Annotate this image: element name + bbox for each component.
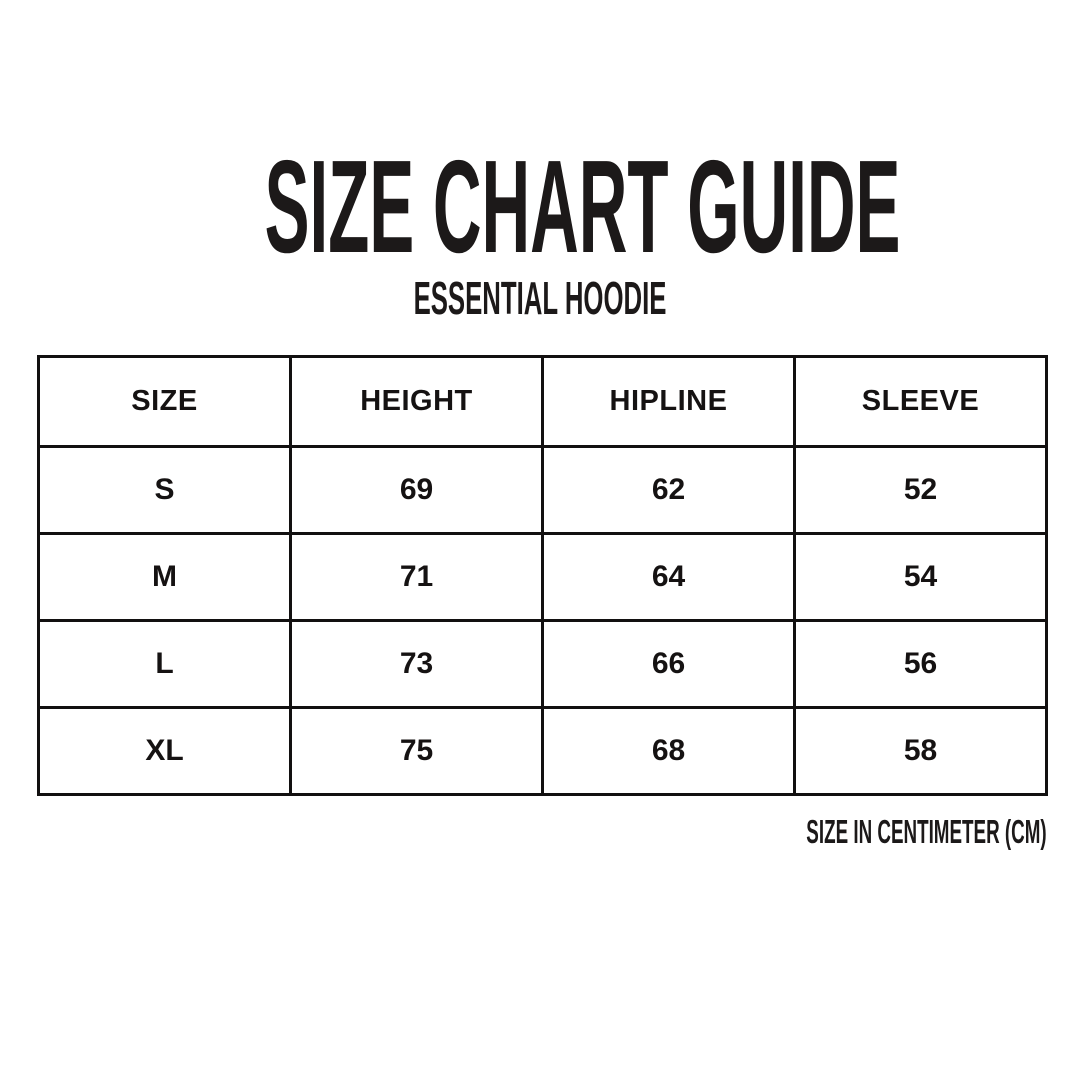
hipline-value: 64 bbox=[541, 532, 796, 622]
table-row-l: L 73 66 56 bbox=[37, 619, 1048, 709]
column-header-size: SIZE bbox=[37, 355, 292, 448]
size-label: S bbox=[37, 445, 292, 535]
sleeve-value: 56 bbox=[793, 619, 1048, 709]
header-row: SIZE HEIGHT HIPLINE SLEEVE bbox=[37, 355, 1048, 448]
hipline-value: 66 bbox=[541, 619, 796, 709]
height-value: 71 bbox=[289, 532, 544, 622]
table-row-m: M 71 64 54 bbox=[37, 532, 1048, 622]
page-title: SIZE CHART GUIDE bbox=[264, 133, 901, 280]
column-header-height: HEIGHT bbox=[289, 355, 544, 448]
height-value: 69 bbox=[289, 445, 544, 535]
size-label: M bbox=[37, 532, 292, 622]
table-row-s: S 69 62 52 bbox=[37, 445, 1048, 535]
size-table-header: SIZE HEIGHT HIPLINE SLEEVE bbox=[37, 355, 1048, 448]
column-header-sleeve: SLEEVE bbox=[793, 355, 1048, 448]
unit-note: SIZE IN CENTIMETER (CM) bbox=[806, 813, 1047, 850]
size-table: SIZE HEIGHT HIPLINE SLEEVE S 69 62 52 M … bbox=[37, 355, 1048, 796]
hipline-value: 62 bbox=[541, 445, 796, 535]
table-row-xl: XL 75 68 58 bbox=[37, 706, 1048, 796]
height-value: 73 bbox=[289, 619, 544, 709]
column-header-hipline: HIPLINE bbox=[541, 355, 796, 448]
page-subtitle: ESSENTIAL HOODIE bbox=[413, 272, 667, 324]
sleeve-value: 58 bbox=[793, 706, 1048, 796]
size-label: L bbox=[37, 619, 292, 709]
height-value: 75 bbox=[289, 706, 544, 796]
size-label: XL bbox=[37, 706, 292, 796]
size-table-body: S 69 62 52 M 71 64 54 L 73 66 56 XL 75 6… bbox=[37, 445, 1048, 796]
sleeve-value: 52 bbox=[793, 445, 1048, 535]
hipline-value: 68 bbox=[541, 706, 796, 796]
sleeve-value: 54 bbox=[793, 532, 1048, 622]
